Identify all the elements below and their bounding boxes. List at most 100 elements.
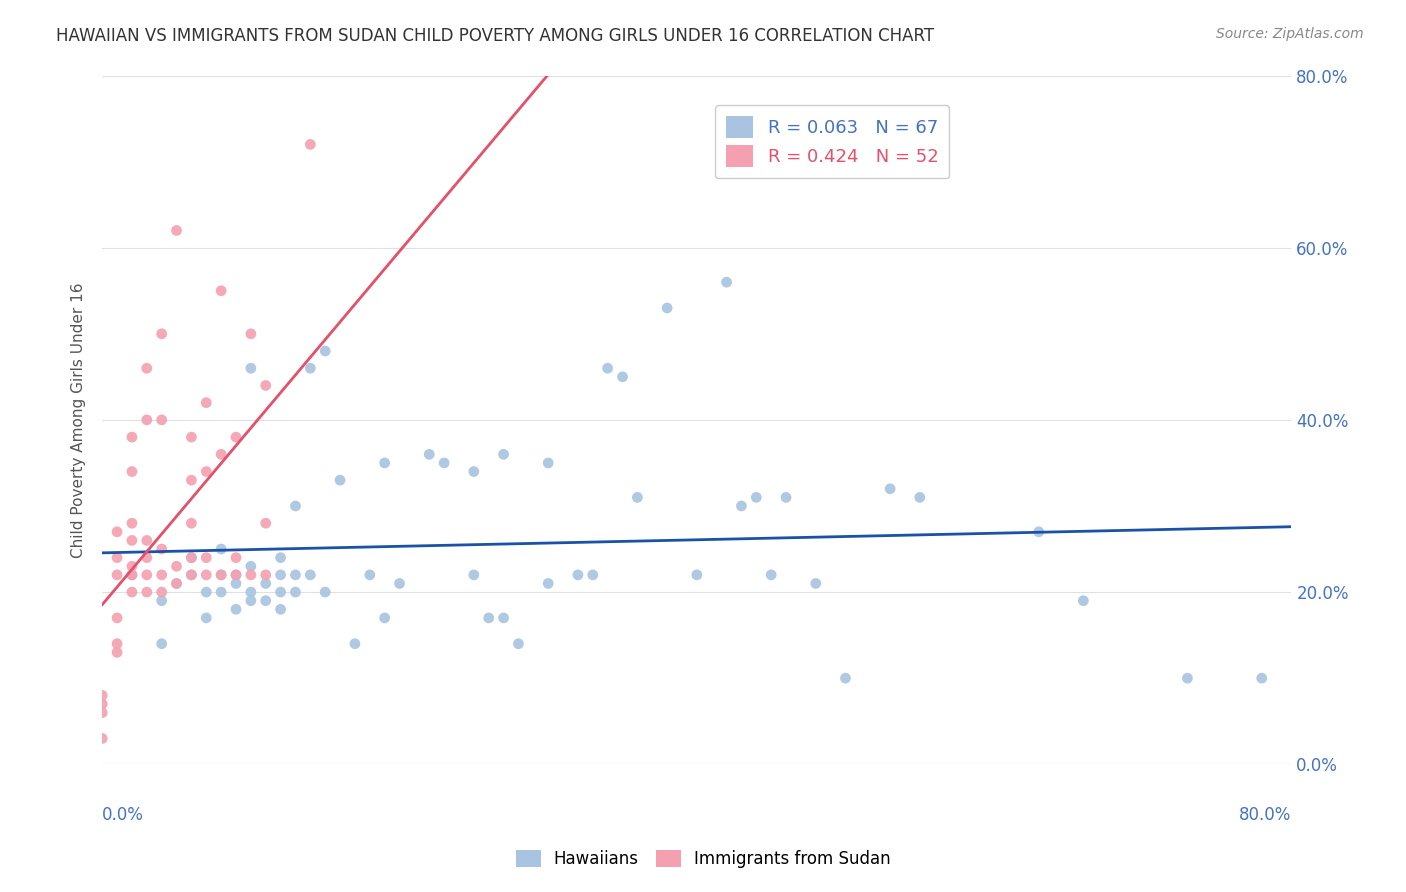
Point (135, 567, 157, 582)
Point (195, 395, 218, 409)
Point (596, 361, 619, 376)
Point (209, 567, 232, 582)
Point (730, 499, 752, 513)
Point (759, 567, 782, 582)
Point (105, 637, 128, 651)
Point (180, 430, 202, 444)
Point (359, 567, 381, 582)
Legend: R = 0.063   N = 67, R = 0.424   N = 52: R = 0.063 N = 67, R = 0.424 N = 52 (716, 105, 949, 178)
Point (180, 516, 202, 531)
Point (135, 413, 157, 427)
Point (374, 611, 396, 625)
Point (225, 567, 247, 582)
Point (299, 567, 322, 582)
Point (166, 576, 188, 591)
Point (225, 430, 247, 444)
Point (478, 611, 501, 625)
Point (121, 465, 143, 479)
Point (508, 637, 530, 651)
Point (91, 706, 114, 720)
Text: 80.0%: 80.0% (1239, 805, 1292, 823)
Point (180, 550, 202, 565)
Point (166, 223, 188, 237)
Point (121, 533, 143, 548)
Point (209, 542, 232, 557)
Point (775, 491, 797, 505)
Point (225, 567, 247, 582)
Point (254, 593, 277, 607)
Point (492, 447, 515, 461)
Point (270, 602, 292, 616)
Point (314, 585, 336, 599)
Point (567, 567, 589, 582)
Point (655, 301, 678, 315)
Point (150, 567, 173, 582)
Point (121, 516, 143, 531)
Point (135, 550, 157, 565)
Point (270, 550, 292, 565)
Point (1073, 593, 1095, 607)
Point (1177, 671, 1199, 685)
Point (463, 465, 485, 479)
Point (254, 516, 277, 531)
Point (105, 550, 128, 565)
Point (209, 284, 232, 298)
Point (745, 491, 768, 505)
Point (879, 482, 901, 496)
Point (239, 559, 262, 574)
Point (195, 585, 218, 599)
Point (121, 430, 143, 444)
Point (433, 456, 456, 470)
Point (537, 456, 560, 470)
Point (150, 326, 173, 341)
Point (582, 567, 605, 582)
Point (239, 361, 262, 376)
Point (612, 369, 634, 384)
Point (463, 567, 485, 582)
Point (91, 689, 114, 703)
Point (374, 456, 396, 470)
Point (254, 378, 277, 392)
Text: Source: ZipAtlas.com: Source: ZipAtlas.com (1216, 27, 1364, 41)
Point (135, 585, 157, 599)
Point (195, 611, 218, 625)
Point (1250, 671, 1272, 685)
Y-axis label: Child Poverty Among Girls Under 16: Child Poverty Among Girls Under 16 (72, 282, 86, 558)
Point (150, 585, 173, 599)
Point (195, 567, 218, 582)
Point (537, 576, 560, 591)
Point (239, 593, 262, 607)
Point (418, 447, 440, 461)
Point (225, 602, 247, 616)
Point (225, 550, 247, 565)
Point (270, 567, 292, 582)
Point (121, 567, 143, 582)
Point (626, 491, 648, 505)
Point (716, 275, 738, 289)
Point (150, 413, 173, 427)
Point (180, 567, 202, 582)
Point (329, 473, 352, 487)
Point (686, 567, 709, 582)
Point (121, 559, 143, 574)
Point (121, 567, 143, 582)
Point (1028, 524, 1050, 539)
Point (105, 567, 128, 582)
Point (91, 731, 114, 746)
Text: HAWAIIAN VS IMMIGRANTS FROM SUDAN CHILD POVERTY AMONG GIRLS UNDER 16 CORRELATION: HAWAIIAN VS IMMIGRANTS FROM SUDAN CHILD … (56, 27, 935, 45)
Point (284, 499, 307, 513)
Point (492, 611, 515, 625)
Point (239, 585, 262, 599)
Point (166, 559, 188, 574)
Point (908, 491, 931, 505)
Point (299, 137, 322, 152)
Point (834, 671, 856, 685)
Point (254, 576, 277, 591)
Point (195, 465, 218, 479)
Point (166, 576, 188, 591)
Point (121, 585, 143, 599)
Point (150, 542, 173, 557)
Point (284, 567, 307, 582)
Point (254, 567, 277, 582)
Point (209, 585, 232, 599)
